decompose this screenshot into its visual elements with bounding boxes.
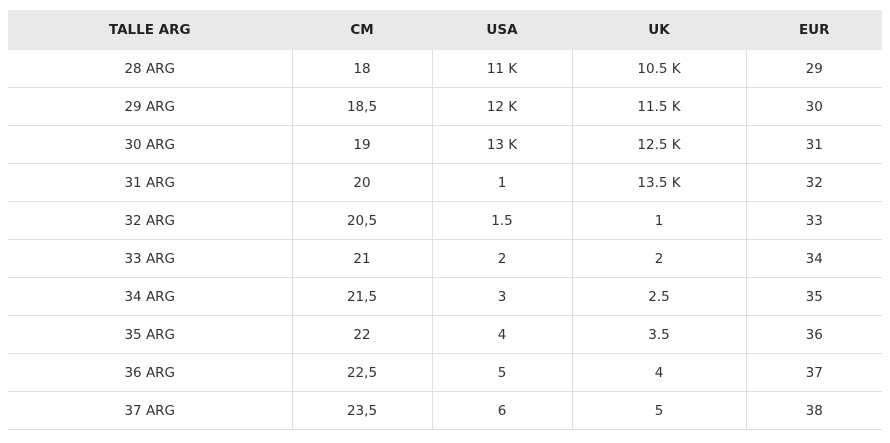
table-cell: 13 K (431, 125, 573, 164)
table-row: 30 ARG 19 13 K 12.5 K 31 (8, 125, 882, 164)
table-cell: 3.5 (571, 315, 747, 354)
table-cell: 36 ARG (8, 353, 293, 392)
table-cell: 5 (431, 353, 573, 392)
table-row: 31 ARG 20 1 13.5 K 32 (8, 163, 882, 202)
table-cell: 38 (745, 391, 882, 430)
table-cell: 10.5 K (571, 49, 747, 88)
table-row: 32 ARG 20,5 1.5 1 33 (8, 201, 882, 240)
table-cell: 20,5 (291, 201, 433, 240)
table-cell: 2 (431, 239, 573, 278)
table-cell: 22,5 (291, 353, 433, 392)
table-cell: 21,5 (291, 277, 433, 316)
table-row: 36 ARG 22,5 5 4 37 (8, 353, 882, 392)
table-cell: 1 (431, 163, 573, 202)
header-cell: USA (431, 10, 573, 50)
table-cell: 36 (745, 315, 882, 354)
table-row: 29 ARG 18,5 12 K 11.5 K 30 (8, 87, 882, 126)
table-cell: 5 (571, 391, 747, 430)
table-cell: 22 (291, 315, 433, 354)
table-cell: 32 (745, 163, 882, 202)
table-cell: 29 (745, 49, 882, 88)
table-cell: 33 ARG (8, 239, 293, 278)
table-cell: 6 (431, 391, 573, 430)
table-cell: 31 ARG (8, 163, 293, 202)
table-cell: 18,5 (291, 87, 433, 126)
table-row: 28 ARG 18 11 K 10.5 K 29 (8, 49, 882, 88)
table-cell: 21 (291, 239, 433, 278)
table-row: 37 ARG 23,5 6 5 38 (8, 391, 882, 430)
table-cell: 1 (571, 201, 747, 240)
table-cell: 12 K (431, 87, 573, 126)
table-cell: 23,5 (291, 391, 433, 430)
table-cell: 37 ARG (8, 391, 293, 430)
table-cell: 20 (291, 163, 433, 202)
table-row: 33 ARG 21 2 2 34 (8, 239, 882, 278)
table-cell: 2.5 (571, 277, 747, 316)
table-cell: 11.5 K (571, 87, 747, 126)
table-cell: 33 (745, 201, 882, 240)
table-cell: 34 (745, 239, 882, 278)
table-cell: 12.5 K (571, 125, 747, 164)
table-cell: 37 (745, 353, 882, 392)
header-cell: EUR (745, 10, 882, 50)
table-cell: 30 ARG (8, 125, 293, 164)
table-row: 34 ARG 21,5 3 2.5 35 (8, 277, 882, 316)
table-cell: 35 ARG (8, 315, 293, 354)
table-header: TALLE ARG CM USA UK EUR (8, 10, 882, 50)
table-cell: 34 ARG (8, 277, 293, 316)
table-cell: 29 ARG (8, 87, 293, 126)
table-cell: 28 ARG (8, 49, 293, 88)
table-row: 35 ARG 22 4 3.5 36 (8, 315, 882, 354)
header-row: TALLE ARG CM USA UK EUR (8, 10, 882, 50)
table-cell: 11 K (431, 49, 573, 88)
table-cell: 31 (745, 125, 882, 164)
table-cell: 19 (291, 125, 433, 164)
header-cell: UK (571, 10, 747, 50)
table-cell: 3 (431, 277, 573, 316)
table-cell: 35 (745, 277, 882, 316)
table-cell: 32 ARG (8, 201, 293, 240)
table-body: 28 ARG 18 11 K 10.5 K 29 29 ARG 18,5 12 K 11.5 K… (8, 49, 882, 430)
header-cell: TALLE ARG (8, 10, 293, 50)
table-cell: 18 (291, 49, 433, 88)
header-cell: CM (291, 10, 433, 50)
table-cell: 30 (745, 87, 882, 126)
table-cell: 4 (571, 353, 747, 392)
table-cell: 4 (431, 315, 573, 354)
table-cell: 1.5 (431, 201, 573, 240)
size-table: TALLE ARG CM USA UK EUR 28 ARG 18 11 K 10.5 K 29… (8, 10, 882, 430)
table-cell: 13.5 K (571, 163, 747, 202)
table-cell: 2 (571, 239, 747, 278)
